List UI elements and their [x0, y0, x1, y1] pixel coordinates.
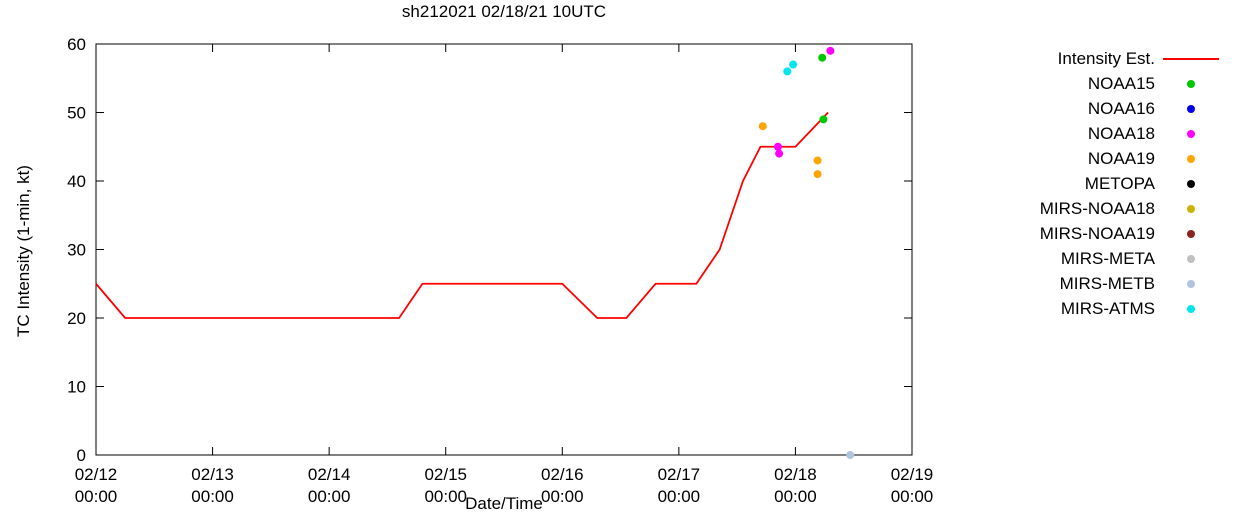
legend-label: MIRS-NOAA18 — [1039, 198, 1155, 218]
legend: Intensity Est. NOAA15 NOAA16 NOAA18 NOAA19 ME… — [950, 46, 1227, 321]
data-point-noaa15 — [819, 115, 828, 124]
data-point-noaa18 — [826, 46, 835, 55]
y-tick-label: 10 — [67, 378, 86, 397]
x-tick-time-label: 00:00 — [75, 487, 118, 506]
x-tick-time-label: 00:00 — [774, 487, 817, 506]
dot-swatch-icon — [1187, 254, 1195, 263]
legend-dot-marker — [1155, 229, 1227, 238]
legend-item-mirs-metb: MIRS-METB — [950, 271, 1227, 296]
legend-dot-marker — [1155, 254, 1227, 263]
dot-swatch-icon — [1187, 154, 1195, 163]
legend-dot-marker — [1155, 204, 1227, 213]
data-point-noaa19 — [813, 156, 822, 165]
legend-label: MIRS-NOAA19 — [1039, 223, 1155, 243]
dot-swatch-icon — [1187, 104, 1195, 113]
x-tick-time-label: 00:00 — [891, 487, 934, 506]
x-tick-date-label: 02/16 — [541, 465, 584, 484]
legend-label: NOAA19 — [1087, 148, 1155, 168]
dot-swatch-icon — [1187, 279, 1195, 288]
legend-label: MIRS-META — [1060, 248, 1155, 268]
data-point-mirs-atms — [789, 60, 798, 69]
legend-label: NOAA15 — [1087, 73, 1155, 93]
x-tick-time-label: 00:00 — [308, 487, 351, 506]
legend-dot-marker — [1155, 279, 1227, 288]
data-point-mirs-metb — [846, 451, 855, 459]
legend-label: METOPA — [1084, 173, 1155, 193]
legend-item-noaa18: NOAA18 — [950, 121, 1227, 146]
legend-label: NOAA16 — [1087, 98, 1155, 118]
chart-title: sh212021 02/18/21 10UTC — [401, 2, 607, 21]
y-tick-label: 30 — [67, 241, 86, 260]
y-tick-label: 50 — [67, 104, 86, 123]
intensity-line — [95, 111, 829, 319]
data-point-noaa18 — [773, 142, 782, 151]
legend-dot-marker — [1155, 154, 1227, 163]
legend-dot-marker — [1155, 304, 1227, 313]
x-tick-time-label: 00:00 — [424, 487, 467, 506]
dot-swatch-icon — [1187, 204, 1195, 213]
x-tick-date-label: 02/13 — [191, 465, 234, 484]
data-point-noaa18 — [775, 149, 784, 158]
data-point-mirs-atms — [783, 67, 792, 76]
y-tick-label: 20 — [67, 309, 86, 328]
x-tick-time-label: 00:00 — [541, 487, 584, 506]
legend-dot-marker — [1155, 129, 1227, 138]
legend-item-noaa16: NOAA16 — [950, 96, 1227, 121]
plot-border — [95, 43, 913, 456]
x-axis-label: Date/Time — [465, 494, 543, 513]
legend-dot-marker — [1155, 179, 1227, 188]
x-tick-time-label: 00:00 — [191, 487, 234, 506]
x-tick-date-label: 02/15 — [424, 465, 467, 484]
data-point-noaa15 — [818, 53, 827, 62]
dot-swatch-icon — [1187, 129, 1195, 138]
legend-label: MIRS-ATMS — [1060, 298, 1155, 318]
dot-swatch-icon — [1187, 304, 1195, 313]
y-axis-label: TC Intensity (1-min, kt) — [14, 165, 33, 337]
y-tick-label: 40 — [67, 172, 86, 191]
x-tick-date-label: 02/14 — [308, 465, 351, 484]
legend-item-noaa19: NOAA19 — [950, 146, 1227, 171]
legend-label: NOAA18 — [1087, 123, 1155, 143]
x-tick-date-label: 02/17 — [658, 465, 701, 484]
dot-swatch-icon — [1187, 79, 1195, 88]
data-point-noaa19 — [813, 170, 822, 179]
x-tick-time-label: 00:00 — [658, 487, 701, 506]
legend-label: Intensity Est. — [1057, 48, 1155, 68]
dot-swatch-icon — [1187, 229, 1195, 238]
legend-item-intensity-est-: Intensity Est. — [950, 46, 1227, 71]
legend-item-mirs-noaa18: MIRS-NOAA18 — [950, 196, 1227, 221]
legend-line-marker — [1155, 57, 1227, 60]
legend-dot-marker — [1155, 104, 1227, 113]
legend-item-noaa15: NOAA15 — [950, 71, 1227, 96]
line-swatch-icon — [1163, 57, 1219, 60]
legend-item-mirs-meta: MIRS-META — [950, 246, 1227, 271]
x-tick-date-label: 02/12 — [75, 465, 118, 484]
x-tick-date-label: 02/18 — [774, 465, 817, 484]
y-tick-label: 60 — [67, 35, 86, 54]
data-point-noaa19 — [758, 122, 767, 131]
x-tick-date-label: 02/19 — [891, 465, 934, 484]
legend-item-metopa: METOPA — [950, 171, 1227, 196]
legend-item-mirs-noaa19: MIRS-NOAA19 — [950, 221, 1227, 246]
y-tick-label: 0 — [77, 446, 86, 465]
legend-dot-marker — [1155, 79, 1227, 88]
dot-swatch-icon — [1187, 179, 1195, 188]
legend-label: MIRS-METB — [1059, 273, 1155, 293]
legend-item-mirs-atms: MIRS-ATMS — [950, 296, 1227, 321]
